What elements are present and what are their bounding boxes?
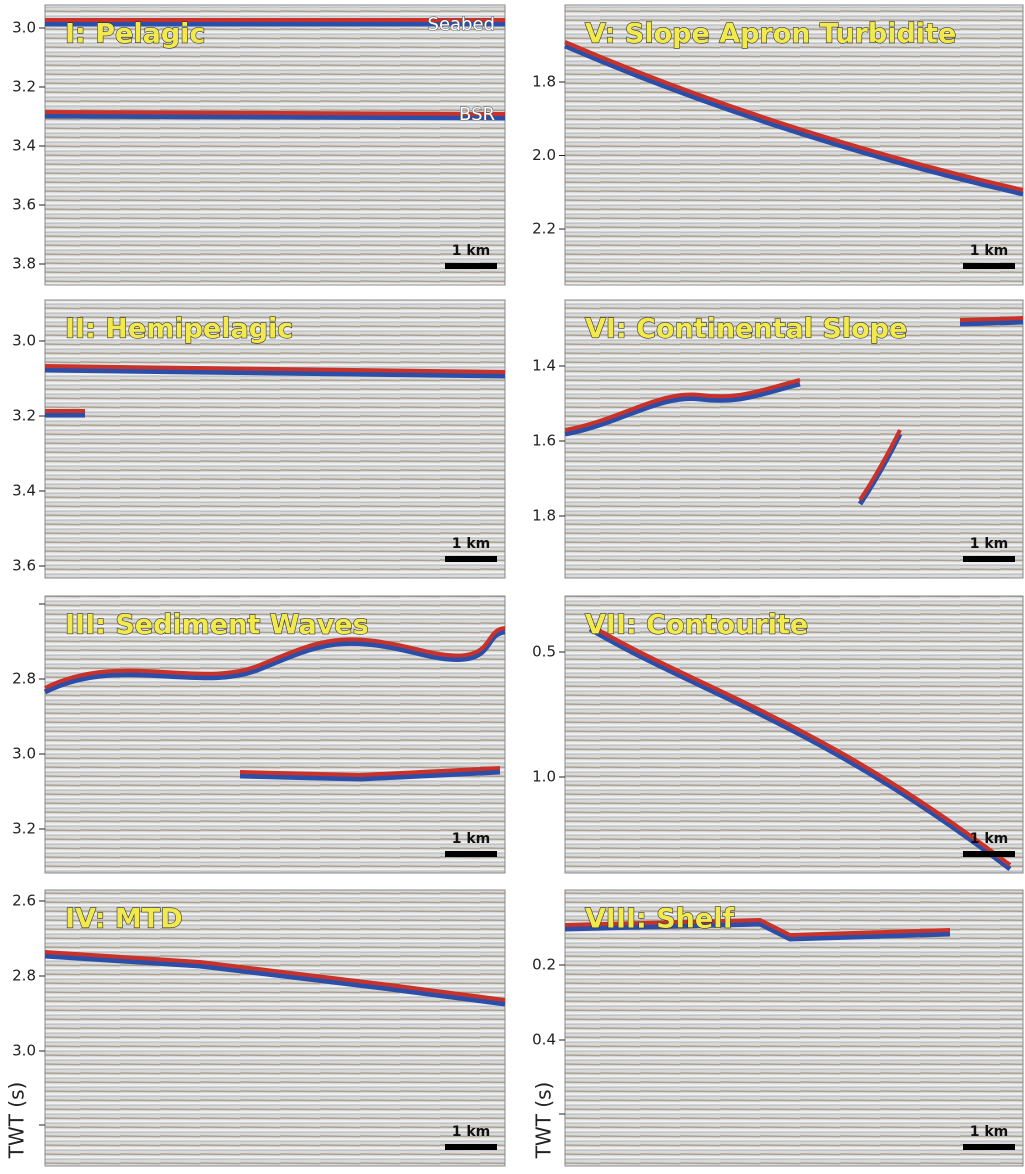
reflector-red (44, 18, 506, 116)
panel-title: VII: Contourite (585, 610, 808, 641)
y-tick-label: 2.2 (532, 220, 556, 238)
reflector-blue (43, 629, 506, 782)
seismic-panel: V: Slope Apron Turbidite 1.8 2.0 2.2 1 km (532, 4, 1024, 286)
y-tick-label: 1.6 (532, 432, 556, 450)
panel-title: VI: Continental Slope (585, 314, 907, 345)
seismic-image (564, 595, 1024, 874)
scale-bar (445, 851, 497, 857)
reflector-blue (564, 43, 1024, 197)
reflector-blue (564, 921, 951, 942)
panel-title: V: Slope Apron Turbidite (585, 19, 956, 50)
axis-label: TWT (s) (5, 1082, 29, 1160)
scale-bar (445, 263, 497, 269)
seismic-panel: VIII: Shelf 0.2 0.4 1 km (532, 889, 1024, 1167)
reflector-red (564, 917, 951, 938)
annotation: BSR (459, 104, 495, 125)
seismic-image (44, 299, 506, 579)
seismic-image (564, 299, 1024, 579)
seismic-panel: IV: MTD 2.6 2.8 3.0 1 km (12, 889, 506, 1167)
reflector-blue (44, 367, 506, 418)
y-tick-label: 3.0 (12, 745, 36, 763)
y-tick-label: 1.0 (532, 768, 556, 786)
annotation: Seabed (428, 14, 495, 35)
reflector-red (564, 316, 1024, 502)
panel-title: II: Hemipelagic (65, 314, 293, 345)
y-tick-label: 3.0 (12, 19, 36, 37)
seismic-image (44, 595, 506, 874)
scale-bar-label: 1 km (452, 831, 491, 847)
scale-bar (963, 556, 1015, 562)
scale-bar (445, 1144, 497, 1150)
reflector-red (44, 950, 506, 1002)
seismic-image (44, 889, 506, 1167)
scale-bar-label: 1 km (452, 243, 491, 259)
y-tick-label: 3.0 (12, 332, 36, 350)
panel-title: VIII: Shelf (585, 904, 734, 935)
y-tick-label: 1.8 (532, 507, 556, 525)
panel-title: III: Sediment Waves (65, 610, 369, 641)
seismic-image (564, 4, 1024, 286)
y-tick-label: 1.8 (532, 73, 556, 91)
seismic-panel: VII: Contourite 0.5 1.0 1 km (532, 595, 1024, 874)
scale-bar-label: 1 km (970, 1124, 1009, 1140)
panel-title: IV: MTD (65, 904, 183, 935)
scale-bar (963, 263, 1015, 269)
scale-bar-label: 1 km (970, 831, 1009, 847)
y-tick-label: 2.8 (12, 967, 36, 985)
y-tick-label: 3.6 (12, 557, 36, 575)
seismic-panel: I: Pelagic 3.0 3.2 3.4 3.6 3.8 1 km (12, 4, 506, 286)
y-tick-label: 2.8 (12, 670, 36, 688)
reflector-red (564, 40, 1024, 192)
scale-bar-label: 1 km (452, 1124, 491, 1140)
y-tick-label: 2.6 (12, 892, 36, 910)
reflector-red (588, 623, 1012, 867)
scale-bar (963, 1144, 1015, 1150)
seismic-image (44, 4, 506, 286)
y-tick-label: 1.4 (532, 357, 556, 375)
scale-bar-label: 1 km (452, 536, 491, 552)
y-tick-label: 3.2 (12, 820, 36, 838)
reflector-blue (44, 21, 506, 121)
panel-title: I: Pelagic (65, 19, 205, 50)
seismic-panel: III: Sediment Waves 2.8 3.0 3.2 1 km (12, 595, 506, 874)
y-tick-label: 3.8 (12, 255, 36, 273)
y-tick-label: 3.4 (12, 482, 36, 500)
y-tick-label: 0.5 (532, 643, 556, 661)
seismic-panel: VI: Continental Slope 1.4 1.6 1.8 1 km (532, 299, 1024, 579)
scale-bar-label: 1 km (970, 243, 1009, 259)
y-tick-label: 3.4 (12, 137, 36, 155)
reflector-red (44, 364, 506, 413)
seismic-panel: II: Hemipelagic 3.0 3.2 3.4 3.6 1 km (12, 299, 506, 579)
y-tick-label: 3.2 (12, 78, 36, 96)
y-tick-label: 2.0 (532, 146, 556, 164)
reflector-blue (588, 626, 1012, 871)
y-tick-label: 3.6 (12, 196, 36, 214)
scale-bar (963, 851, 1015, 857)
reflector-blue (44, 953, 506, 1007)
y-tick-label: 0.4 (532, 1031, 556, 1049)
y-tick-label: 0.2 (532, 956, 556, 974)
reflector-red (44, 626, 506, 778)
scale-bar-label: 1 km (970, 536, 1009, 552)
axis-label: TWT (s) (532, 1082, 556, 1160)
scale-bar (445, 556, 497, 562)
y-tick-label: 3.0 (12, 1042, 36, 1060)
y-tick-label: 3.2 (12, 407, 36, 425)
